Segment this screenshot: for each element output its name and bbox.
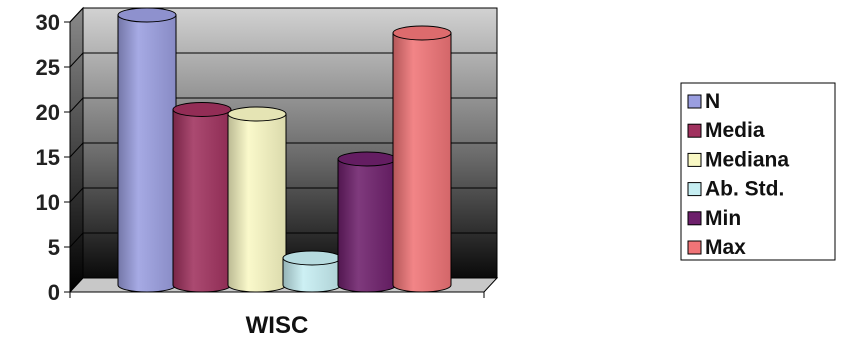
legend-swatch-n <box>687 94 702 109</box>
bar-n <box>117 7 177 293</box>
bar-body <box>172 109 232 293</box>
legend-swatch-min <box>687 211 702 226</box>
bar-top <box>172 102 232 117</box>
y-axis: 0 5 10 15 20 25 30 <box>36 10 71 305</box>
bar-body <box>227 113 287 293</box>
gridline-side <box>69 232 84 248</box>
gridline-side <box>69 142 84 158</box>
x-axis: WISC <box>69 291 485 339</box>
y-tick-label: 20 <box>36 100 60 125</box>
y-tick-label: 0 <box>48 280 60 305</box>
legend-box <box>680 82 836 261</box>
bar-top <box>392 25 452 41</box>
legend-label-n: N <box>705 90 720 113</box>
legend-swatch-media <box>687 123 702 138</box>
legend-label-max: Max <box>705 236 746 259</box>
bar-body <box>337 158 397 293</box>
bar-body <box>117 14 177 293</box>
legend-swatch-max <box>687 240 702 255</box>
y-tick-label: 15 <box>36 145 60 170</box>
legend-swatch-ab-std <box>687 182 702 197</box>
bar-min <box>337 151 397 293</box>
gridline-side <box>69 52 84 68</box>
y-tick-label: 10 <box>36 190 60 215</box>
bar-media <box>172 102 232 293</box>
bar-top <box>117 7 177 23</box>
legend-label-min: Min <box>705 207 741 230</box>
bar-body <box>392 32 452 293</box>
gridline-side <box>69 187 84 203</box>
y-tick-label: 30 <box>36 10 60 35</box>
x-category-label: WISC <box>246 312 309 339</box>
gridline-side <box>69 7 84 23</box>
y-tick-label: 25 <box>36 55 60 80</box>
bar-top <box>337 151 397 167</box>
bar-top <box>282 250 342 266</box>
legend-label-mediana: Mediana <box>705 148 789 171</box>
y-tick-label: 5 <box>48 235 60 260</box>
legend-swatch-mediana <box>687 152 702 167</box>
gridline-side <box>69 97 84 113</box>
legend: N Media Mediana Ab. Std. Min Max <box>680 82 836 261</box>
bar-top <box>227 106 287 122</box>
legend-label-ab-std: Ab. Std. <box>705 178 784 201</box>
bar-max <box>392 25 452 293</box>
bar-ab-std <box>282 250 342 293</box>
bar-mediana <box>227 106 287 293</box>
legend-label-media: Media <box>705 119 765 142</box>
